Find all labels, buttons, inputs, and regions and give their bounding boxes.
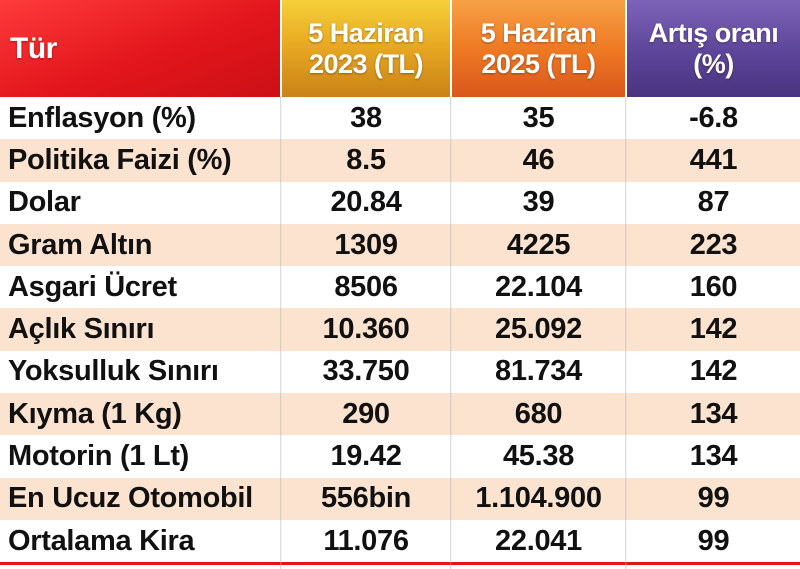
- cell-tur: Enflasyon (%): [8, 101, 196, 134]
- table-body: Enflasyon (%) 38 35 -6.8 Politika Faizi (%) 8…: [0, 97, 800, 566]
- cell-tur: Dolar: [8, 186, 81, 219]
- table-row: Açlık Sınırı 10.360 25.092 142: [0, 308, 800, 351]
- cell-artis: 223: [689, 228, 738, 261]
- cell-2023: 290: [342, 397, 390, 430]
- cell-2023: 8506: [334, 270, 398, 303]
- cell-2023: 19.42: [330, 440, 402, 473]
- cell-2023: 33.750: [322, 355, 410, 388]
- cell-2025: 25.092: [495, 313, 582, 346]
- column-divider: [625, 97, 627, 569]
- table-row: Dolar 20.84 39 87: [0, 181, 800, 224]
- cell-artis: 87: [697, 186, 730, 219]
- cell-artis: 142: [689, 355, 738, 388]
- cell-2025: 1.104.900: [475, 482, 602, 515]
- table-row: Politika Faizi (%) 8.5 46 441: [0, 139, 800, 182]
- cell-2025: 680: [514, 397, 563, 430]
- header-2023-line1: 5 Haziran: [308, 17, 424, 48]
- header-artis-line1: Artış oranı: [648, 17, 779, 48]
- cell-tur: Gram Altın: [8, 228, 153, 261]
- cell-artis: 134: [689, 440, 738, 473]
- cell-2025: 39: [522, 186, 555, 219]
- cell-2025: 45.38: [502, 440, 575, 473]
- cell-tur: Yoksulluk Sınırı: [8, 355, 219, 388]
- cell-2023: 556bin: [320, 482, 412, 515]
- cell-2023: 10.360: [322, 313, 410, 346]
- table-row: Kıyma (1 Kg) 290 680 134: [0, 393, 800, 436]
- cell-2025: 22.041: [495, 524, 582, 557]
- header-artis-line2: (%): [693, 48, 734, 79]
- cell-2023: 8.5: [346, 143, 386, 176]
- header-tur: Tür: [0, 0, 280, 97]
- cell-2025: 46: [522, 143, 555, 176]
- header-2025-line2: 2025 (TL): [481, 48, 596, 79]
- cell-2023: 38: [350, 101, 382, 134]
- cell-tur: Politika Faizi (%): [8, 143, 232, 176]
- cell-artis: 142: [689, 313, 738, 346]
- table-row: Ortalama Kira 11.076 22.041 99: [0, 519, 800, 566]
- cell-artis: -6.8: [689, 101, 738, 134]
- table-row: En Ucuz Otomobil 556bin 1.104.900 99: [0, 477, 800, 520]
- header-tur-label: Tür: [10, 32, 57, 65]
- cell-2025: 35: [522, 101, 555, 134]
- table-row: Yoksulluk Sınırı 33.750 81.734 142: [0, 350, 800, 394]
- header-artis: Artış oranı (%): [627, 0, 800, 97]
- cell-artis: 99: [697, 482, 730, 515]
- cell-2025: 4225: [506, 228, 571, 261]
- cell-tur: Kıyma (1 Kg): [8, 397, 182, 430]
- header-2023: 5 Haziran 2023 (TL): [282, 0, 450, 97]
- cell-tur: Açlık Sınırı: [8, 313, 155, 346]
- cell-tur: Asgari Ücret: [8, 270, 177, 303]
- column-divider: [450, 97, 452, 569]
- cell-tur: Motorin (1 Lt): [8, 440, 190, 473]
- header-2025-line1: 5 Haziran: [480, 17, 597, 48]
- header-2023-line2: 2023 (TL): [308, 48, 424, 79]
- cell-2023: 1309: [334, 228, 398, 261]
- table-row: Enflasyon (%) 38 35 -6.8: [0, 97, 800, 140]
- cell-tur: Ortalama Kira: [8, 524, 195, 557]
- table-row: Gram Altın 1309 4225 223: [0, 223, 800, 267]
- header-2025: 5 Haziran 2025 (TL): [452, 0, 625, 97]
- cell-artis: 99: [697, 524, 730, 557]
- cell-2023: 11.076: [323, 524, 409, 557]
- cell-2025: 22.104: [495, 270, 582, 303]
- table-row: Motorin (1 Lt) 19.42 45.38 134: [0, 435, 800, 478]
- column-divider: [280, 97, 282, 569]
- table-row: Asgari Ücret 8506 22.104 160: [0, 266, 800, 309]
- cell-artis: 134: [689, 397, 738, 430]
- cell-2025: 81.734: [495, 355, 582, 388]
- cell-artis: 160: [689, 270, 738, 303]
- table-header: Tür 5 Haziran 2023 (TL) 5 Haziran 2025 (…: [0, 0, 800, 97]
- cell-artis: 441: [689, 143, 738, 176]
- cell-2023: 20.84: [330, 186, 402, 219]
- cell-tur: En Ucuz Otomobil: [8, 482, 253, 515]
